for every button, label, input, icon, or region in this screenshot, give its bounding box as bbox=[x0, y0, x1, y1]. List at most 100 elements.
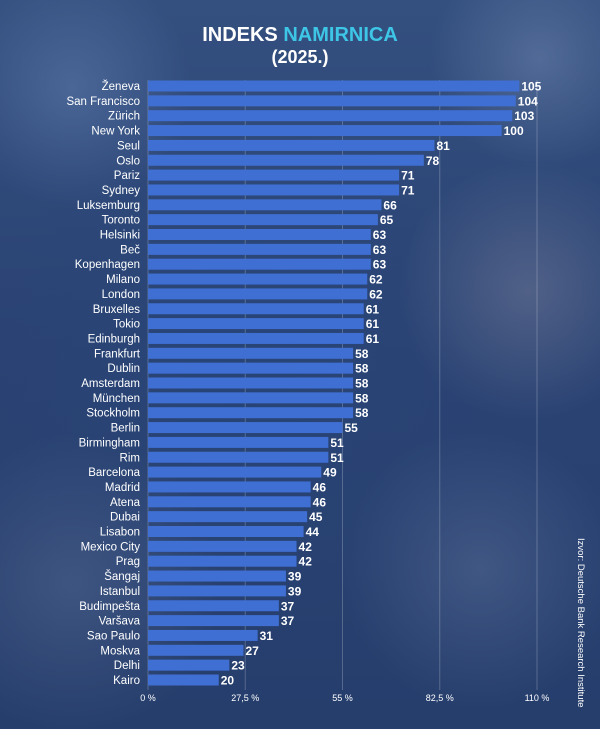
category-label: Pariz bbox=[114, 170, 140, 182]
value-label: 58 bbox=[355, 377, 369, 391]
category-label: Ženeva bbox=[102, 80, 141, 93]
category-label: Budimpešta bbox=[79, 601, 140, 613]
category-label: Kairo bbox=[113, 675, 140, 687]
value-label: 44 bbox=[306, 525, 320, 539]
bar bbox=[148, 214, 378, 226]
bar bbox=[148, 540, 297, 552]
title-part-2: NAMIRNICA bbox=[283, 24, 398, 46]
bar bbox=[148, 659, 230, 671]
bar bbox=[148, 451, 329, 463]
category-label: Zürich bbox=[108, 111, 140, 123]
value-label: 42 bbox=[299, 540, 313, 554]
bar bbox=[148, 644, 244, 656]
category-label: Dublin bbox=[107, 363, 140, 375]
value-label: 45 bbox=[309, 510, 323, 524]
bar bbox=[148, 273, 368, 285]
category-label: Šangaj bbox=[104, 570, 140, 583]
value-label: 105 bbox=[521, 80, 541, 94]
value-label: 20 bbox=[221, 674, 235, 688]
category-label: Atena bbox=[110, 497, 141, 509]
value-label: 81 bbox=[436, 139, 450, 153]
x-tick-label: 55 % bbox=[332, 693, 353, 703]
category-label: Toronto bbox=[102, 215, 140, 227]
value-label: 46 bbox=[313, 480, 327, 494]
bar bbox=[148, 615, 279, 627]
bar bbox=[148, 80, 520, 92]
bar bbox=[148, 600, 279, 612]
category-label: Rim bbox=[120, 452, 140, 464]
category-label: Milano bbox=[106, 274, 140, 286]
value-label: 31 bbox=[260, 629, 274, 643]
category-label: Stockholm bbox=[86, 408, 140, 420]
value-label: 23 bbox=[231, 659, 245, 673]
value-label: 100 bbox=[504, 124, 524, 138]
category-label: Beč bbox=[120, 244, 140, 256]
category-label: München bbox=[93, 393, 140, 405]
category-label: Helsinki bbox=[100, 230, 140, 242]
value-label: 37 bbox=[281, 614, 295, 628]
value-label: 51 bbox=[330, 436, 344, 450]
category-label: Istanbul bbox=[100, 586, 140, 598]
value-label: 42 bbox=[299, 555, 313, 569]
category-label: Barcelona bbox=[88, 467, 140, 479]
value-label: 71 bbox=[401, 183, 415, 197]
bar bbox=[148, 347, 354, 359]
title-part-1: INDEKS bbox=[202, 24, 278, 46]
value-label: 58 bbox=[355, 406, 369, 420]
category-label: Bruxelles bbox=[93, 304, 141, 316]
chart-title: INDEKS NAMIRNICA bbox=[0, 24, 600, 46]
bar bbox=[148, 199, 382, 211]
category-label: Oslo bbox=[116, 155, 140, 167]
category-label: Berlin bbox=[111, 423, 140, 435]
source-note: Izvor: Deutsche Bank Research Institute bbox=[575, 538, 586, 708]
bar bbox=[148, 258, 371, 270]
bar bbox=[148, 303, 364, 315]
category-label: Luksemburg bbox=[77, 200, 140, 212]
category-label: Dubai bbox=[110, 512, 140, 524]
value-label: 51 bbox=[330, 451, 344, 465]
value-label: 62 bbox=[369, 273, 383, 287]
chart-subtitle: (2025.) bbox=[271, 47, 329, 67]
value-label: 65 bbox=[380, 213, 394, 227]
bar bbox=[148, 422, 343, 434]
bar bbox=[148, 125, 502, 137]
bar bbox=[148, 318, 364, 330]
bar bbox=[148, 332, 364, 344]
value-label: 103 bbox=[514, 109, 534, 123]
value-label: 58 bbox=[355, 347, 369, 361]
x-tick-label: 0 % bbox=[140, 693, 156, 703]
category-label: Tokio bbox=[113, 319, 140, 331]
bar bbox=[148, 466, 322, 478]
value-label: 39 bbox=[288, 584, 302, 598]
bar bbox=[148, 481, 311, 493]
value-label: 58 bbox=[355, 391, 369, 405]
category-label: Sydney bbox=[102, 185, 141, 197]
value-label: 62 bbox=[369, 287, 383, 301]
bar bbox=[148, 169, 400, 181]
category-label: Moskva bbox=[100, 645, 140, 657]
category-label: Lisabon bbox=[100, 527, 140, 539]
bar bbox=[148, 392, 354, 404]
category-label: Seul bbox=[117, 140, 140, 152]
bar bbox=[148, 436, 329, 448]
value-label: 37 bbox=[281, 599, 295, 613]
bar bbox=[148, 229, 371, 240]
value-label: 46 bbox=[313, 495, 327, 509]
value-label: 66 bbox=[383, 198, 397, 212]
bar bbox=[148, 526, 304, 537]
bar bbox=[148, 570, 286, 582]
bar bbox=[148, 243, 371, 255]
bar bbox=[148, 407, 354, 419]
value-label: 55 bbox=[345, 421, 359, 435]
value-label: 63 bbox=[373, 243, 387, 257]
bar bbox=[148, 362, 354, 374]
category-label: London bbox=[102, 289, 140, 301]
bar bbox=[148, 674, 219, 686]
x-tick-label: 27,5 % bbox=[231, 693, 259, 703]
category-label: Prag bbox=[116, 556, 140, 568]
category-label: Edinburgh bbox=[88, 333, 140, 345]
category-label: San Francisco bbox=[66, 96, 140, 108]
value-label: 61 bbox=[366, 332, 380, 346]
value-label: 39 bbox=[288, 570, 302, 584]
